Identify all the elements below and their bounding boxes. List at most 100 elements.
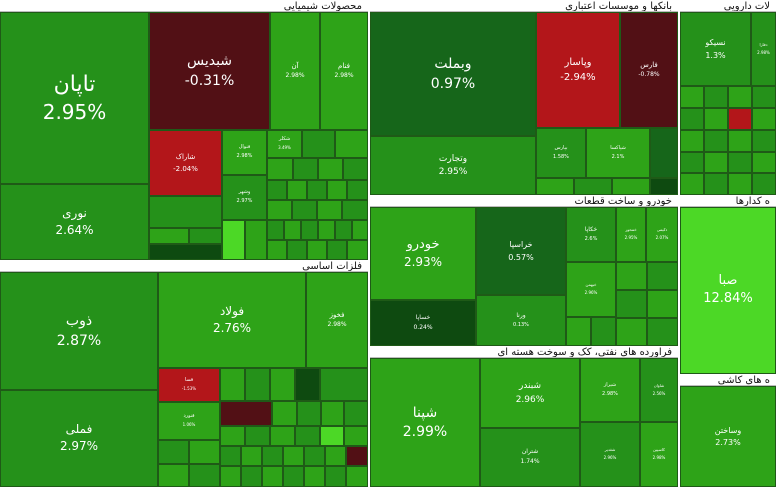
stock-tile-small — [343, 158, 368, 180]
stock-tile-small — [149, 196, 222, 228]
stock-tile: وشهر 2.97% — [222, 175, 267, 220]
stock-tile: خکاپا 2.6% — [566, 207, 616, 262]
stock-change: 2.64% — [55, 222, 94, 237]
stock-tile: شپنا 2.99% — [370, 358, 480, 487]
stock-tile-small — [220, 368, 245, 401]
stock-tile-small — [752, 108, 776, 130]
stock-tile: فنورد 1.06% — [158, 402, 220, 440]
stock-change: 2.95% — [624, 235, 638, 240]
stock-tile-small — [728, 108, 752, 130]
stock-tile-small — [283, 446, 304, 466]
stock-tile: خودرو 2.93% — [370, 207, 476, 300]
stock-tile: فخوز 2.98% — [306, 272, 368, 368]
stock-tile-small — [591, 317, 616, 346]
stock-name: شیراز — [603, 381, 617, 388]
stock-tile-small — [650, 178, 678, 195]
stock-name: شپنا — [412, 404, 438, 421]
stock-name: شغدیر — [604, 447, 616, 453]
stock-name: وپاسار — [564, 57, 592, 68]
stock-tile-small — [307, 180, 327, 200]
stock-name: وبملت — [434, 56, 472, 73]
stock-tile-small — [680, 173, 704, 195]
stock-tile: آن 2.98% — [270, 12, 320, 130]
stock-name: خساپا — [415, 313, 431, 321]
stock-tile-small — [189, 440, 220, 464]
stock-tile-small — [752, 86, 776, 108]
stock-tile-small — [270, 368, 295, 401]
stock-change: 0.13% — [513, 321, 529, 328]
stock-tile-small — [284, 220, 301, 240]
stock-tile-small — [327, 180, 347, 200]
stock-name: فخوز — [329, 311, 345, 320]
stock-tile-small — [752, 173, 776, 195]
stock-change: 2.98% — [757, 49, 770, 55]
stock-tile-small — [342, 200, 368, 220]
stock-change: -2.94% — [560, 71, 596, 83]
stock-change: 2.87% — [56, 332, 102, 349]
stock-tile-small — [321, 401, 344, 426]
stock-change: 2.97% — [236, 198, 253, 204]
stock-tile-small — [149, 228, 189, 244]
stock-tile: فسا -1.53% — [158, 368, 220, 402]
stock-change: 2.95% — [438, 167, 468, 177]
stock-tile-small — [344, 426, 368, 446]
stock-tile-small — [680, 86, 704, 108]
stock-tile-small — [616, 290, 647, 318]
stock-tile-small — [302, 130, 335, 158]
stock-change: 2.56% — [652, 390, 666, 396]
stock-tile-small — [158, 464, 189, 487]
stock-tile-small — [616, 318, 647, 346]
stock-tile-small — [245, 368, 270, 401]
stock-tile: وپاسار -2.94% — [536, 12, 620, 128]
stock-name: فولاد — [219, 303, 245, 318]
stock-tile-small — [647, 262, 678, 290]
stock-tile-small — [347, 180, 368, 200]
stock-tile-small — [318, 158, 343, 180]
stock-name: دکیمی — [656, 227, 668, 233]
stock-tile: شبدیس -0.31% — [149, 12, 270, 130]
sector-header: خودرو و ساخت قطعات — [370, 195, 678, 207]
stock-tile-small — [272, 401, 297, 426]
stock-name: فنام — [338, 62, 350, 71]
stock-change: -0.31% — [184, 72, 235, 89]
stock-tile-small — [220, 426, 245, 446]
stock-name: شکلر — [278, 136, 291, 143]
stock-tile: نسیکو 1.3% — [680, 12, 751, 86]
stock-tile: خبهمن 2.96% — [566, 262, 616, 317]
stock-tile-small — [728, 152, 752, 173]
stock-tile: ورنا 0.13% — [476, 295, 566, 346]
stock-tile: خراسپا 0.57% — [476, 207, 566, 295]
sector-header: ه های کاشی — [680, 374, 776, 386]
stock-tile-small — [352, 220, 368, 240]
stock-change: 2.93% — [403, 254, 443, 269]
stock-tile: وتجارت 2.95% — [370, 136, 536, 195]
stock-tile-small — [293, 158, 318, 180]
stock-tile-small — [287, 180, 307, 200]
stock-tile-small — [325, 446, 346, 466]
stock-name: ذوب — [65, 313, 93, 330]
stock-change: -1.53% — [181, 386, 197, 392]
stock-tile: دفارا 2.98% — [751, 12, 776, 86]
stock-name: خکاپا — [584, 225, 598, 233]
stock-tile-small — [295, 368, 320, 401]
stock-tile-small — [220, 446, 241, 466]
stock-name: فارس — [640, 61, 658, 70]
stock-tile-small — [287, 240, 307, 260]
stock-name: فسا — [184, 377, 194, 384]
stock-change: 2.99% — [402, 424, 448, 440]
stock-tile-small — [346, 446, 368, 466]
stock-change: 1.58% — [553, 153, 569, 160]
stock-tile-small — [245, 426, 270, 446]
stock-change: 2.1% — [611, 153, 625, 160]
stock-tile-small — [704, 130, 728, 152]
stock-tile-small — [262, 446, 283, 466]
stock-name: شبندر — [518, 381, 542, 392]
stock-tile-small — [307, 240, 327, 260]
stock-change: 2.98% — [236, 153, 253, 159]
stock-tile: فنام 2.98% — [320, 12, 368, 130]
stock-tile-small — [267, 158, 293, 180]
stock-name: نسیکو — [705, 38, 726, 48]
stock-tile-small — [220, 466, 241, 487]
stock-tile: شاراک -2.04% — [149, 130, 222, 196]
stock-tile: خساپا 0.24% — [370, 300, 476, 346]
